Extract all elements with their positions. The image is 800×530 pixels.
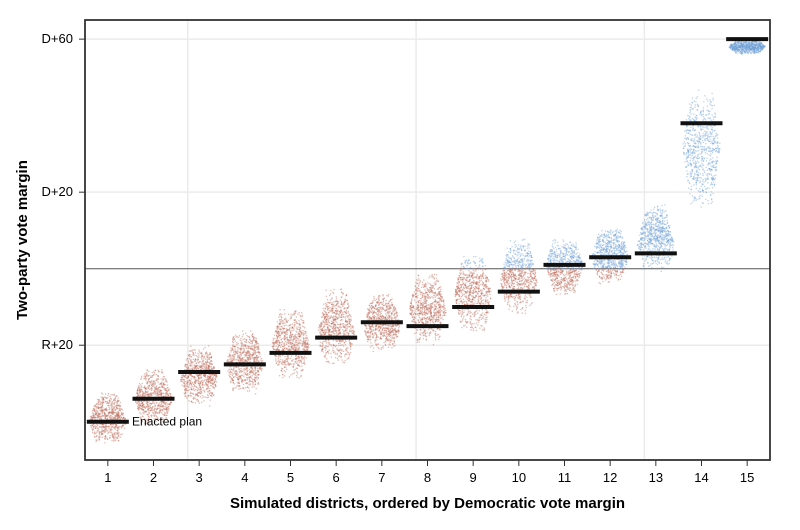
x-tick-label: 13 [649, 470, 663, 485]
vote-margin-chart: Enacted plan123456789101112131415R+20D+2… [0, 0, 800, 530]
x-tick-label: 10 [512, 470, 526, 485]
x-tick-label: 9 [470, 470, 477, 485]
x-tick-label: 5 [287, 470, 294, 485]
x-tick-label: 7 [378, 470, 385, 485]
y-tick-label: D+20 [42, 184, 73, 199]
enacted-annotation: Enacted plan [132, 415, 202, 429]
x-tick-label: 6 [333, 470, 340, 485]
y-axis-label: Two-party vote margin [14, 160, 31, 320]
x-tick-label: 3 [196, 470, 203, 485]
x-tick-label: 1 [104, 470, 111, 485]
x-tick-label: 2 [150, 470, 157, 485]
x-tick-label: 14 [694, 470, 708, 485]
x-tick-label: 12 [603, 470, 617, 485]
x-axis-label: Simulated districts, ordered by Democrat… [230, 495, 625, 512]
x-tick-label: 4 [241, 470, 248, 485]
y-tick-label: D+60 [42, 31, 73, 46]
chart-svg: Enacted plan123456789101112131415R+20D+2… [0, 0, 800, 530]
x-tick-label: 15 [740, 470, 754, 485]
y-tick-label: R+20 [42, 337, 73, 352]
x-tick-label: 8 [424, 470, 431, 485]
x-tick-label: 11 [558, 470, 572, 485]
